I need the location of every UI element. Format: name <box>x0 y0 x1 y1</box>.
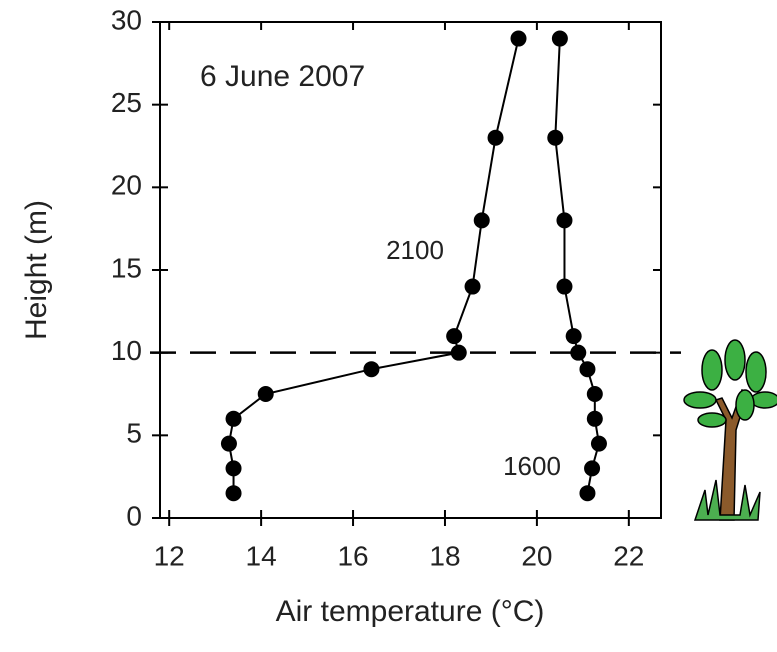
data-point <box>590 435 607 452</box>
x-tick-label: 20 <box>521 540 552 571</box>
data-point <box>551 30 568 47</box>
data-point <box>565 328 582 345</box>
x-tick-label: 22 <box>613 540 644 571</box>
data-point <box>556 212 573 229</box>
data-point <box>510 30 527 47</box>
x-tick-label: 18 <box>429 540 460 571</box>
data-point <box>464 278 481 295</box>
data-point <box>584 460 601 477</box>
y-tick-label: 25 <box>111 87 142 118</box>
tree-icon <box>683 339 777 521</box>
data-point <box>570 344 587 361</box>
y-tick-label: 10 <box>111 335 142 366</box>
data-point <box>225 460 242 477</box>
annotation: 6 June 2007 <box>200 60 365 93</box>
data-point <box>450 344 467 361</box>
data-point <box>586 410 603 427</box>
data-point <box>363 361 380 378</box>
data-point <box>225 485 242 502</box>
data-point <box>556 278 573 295</box>
data-point <box>547 129 564 146</box>
data-point <box>446 328 463 345</box>
y-tick-label: 5 <box>126 418 142 449</box>
series-line <box>227 38 520 494</box>
data-point <box>579 361 596 378</box>
data-point <box>487 129 504 146</box>
x-tick-label: 14 <box>246 540 277 571</box>
x-tick-label: 12 <box>154 540 185 571</box>
x-tick-label: 16 <box>337 540 368 571</box>
data-point <box>473 212 490 229</box>
series-label: 1600 <box>503 451 561 481</box>
y-axis-label: Height (m) <box>20 200 53 340</box>
series-label: 2100 <box>386 235 444 265</box>
data-point <box>220 435 237 452</box>
data-point <box>579 485 596 502</box>
y-tick-label: 15 <box>111 252 142 283</box>
data-point <box>257 386 274 402</box>
data-point <box>225 410 242 427</box>
x-axis-label: Air temperature (°C) <box>276 595 545 628</box>
y-tick-label: 0 <box>126 500 142 531</box>
y-tick-label: 30 <box>111 4 142 35</box>
data-point <box>586 386 603 402</box>
y-tick-label: 20 <box>111 170 142 201</box>
